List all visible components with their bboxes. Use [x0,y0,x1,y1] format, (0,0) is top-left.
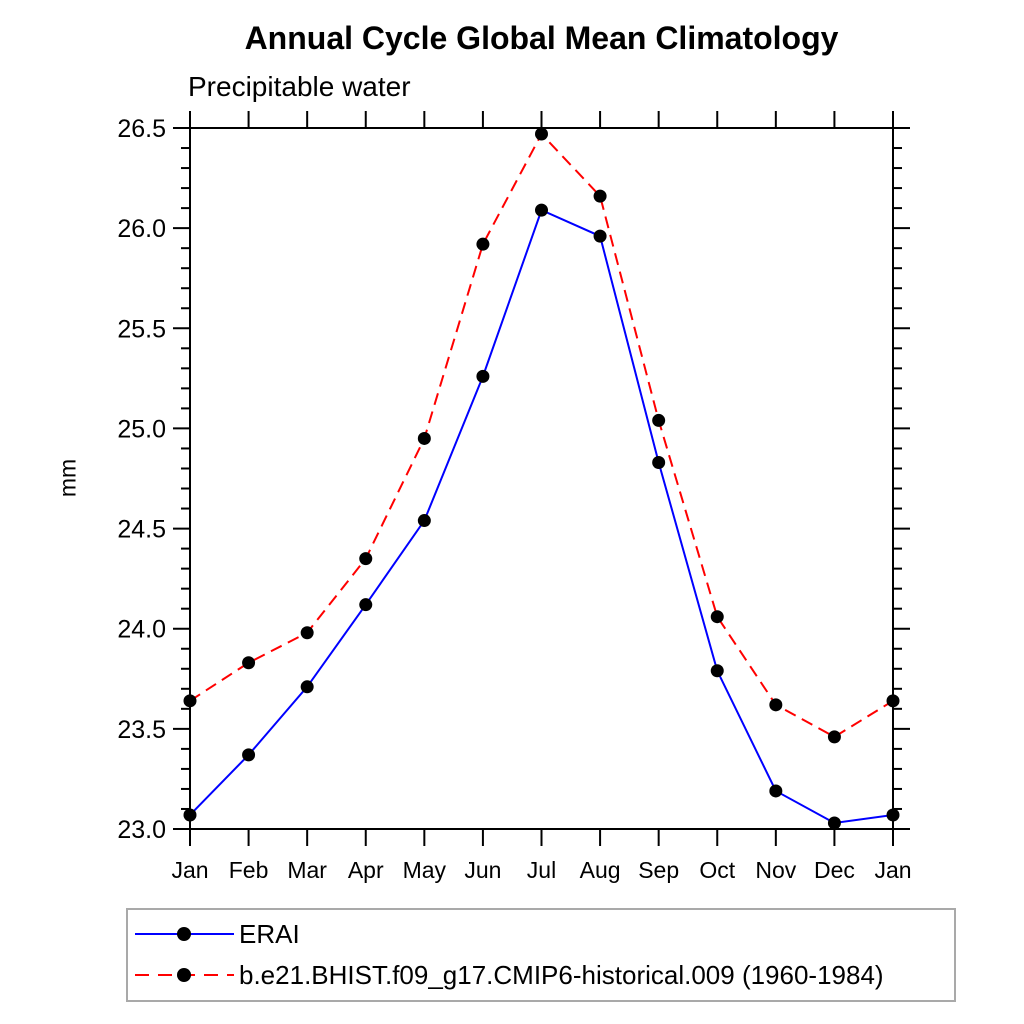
data-point-marker [242,656,256,670]
data-point-marker [535,127,548,141]
x-tick-label: Nov [755,857,796,883]
y-tick-label: 26.5 [117,115,166,143]
data-point-marker [300,680,314,694]
data-point-marker [183,694,197,708]
legend-label-erai: ERAI [239,918,300,949]
data-point-marker [652,455,666,469]
data-point-marker [535,203,548,217]
x-tick-label: Apr [348,857,384,883]
data-point-marker [769,784,783,798]
x-tick-label: Aug [580,857,621,883]
x-tick-label: Dec [814,857,855,883]
x-tick-label: Jun [464,857,501,883]
x-tick-label: Sep [638,857,679,883]
data-point-marker [417,431,431,445]
y-tick-label: 25.0 [117,415,166,443]
y-tick-label: 23.5 [117,716,166,744]
legend-label-model: b.e21.BHIST.f09_g17.CMIP6-historical.009… [239,959,884,990]
x-tick-label: Jul [527,857,556,883]
legend-item-erai: ERAI [132,918,300,949]
y-tick-label: 24.0 [117,616,166,644]
data-point-marker [242,748,256,762]
data-point-marker [476,237,490,251]
data-point-marker [300,626,314,640]
series-line-model [189,132,894,739]
erai-swatch-marker [177,927,191,941]
x-tick-label: May [403,857,447,883]
axis-frame [189,127,894,830]
data-point-marker [417,514,431,528]
legend: ERAI b.e21.BHIST.f09_g17.CMIP6-historica… [126,908,956,1002]
data-point-marker [593,229,607,243]
legend-item-model: b.e21.BHIST.f09_g17.CMIP6-historical.009… [132,959,884,990]
data-point-marker [359,598,373,612]
data-point-marker [183,808,197,822]
data-point-marker [710,610,724,624]
data-point-marker [359,552,373,566]
data-point-marker [769,698,783,712]
data-point-marker [710,664,724,678]
data-point-marker [827,816,841,830]
series-line-erai [189,208,894,825]
erai-solid-line-swatch-icon [135,927,234,941]
x-tick-label: Feb [229,857,269,883]
x-tick-label: Jan [874,857,911,883]
data-point-marker [827,730,841,744]
x-tick-label: Oct [699,857,735,883]
data-point-marker [476,369,490,383]
model-swatch-marker [177,968,191,982]
y-tick-label: 25.5 [117,315,166,343]
data-point-marker [886,808,900,822]
y-tick-label: 24.5 [117,516,166,544]
y-tick-label: 26.0 [117,215,166,243]
chart-subtitle: Precipitable water [188,71,411,102]
data-point-marker [886,694,900,708]
x-tick-label: Mar [287,857,327,883]
x-tick-label: Jan [171,857,208,883]
y-tick-label: 23.0 [117,816,166,844]
data-point-marker [593,189,607,203]
data-point-marker [652,413,666,427]
model-dashed-line-swatch-icon [135,968,234,982]
chart-title: Annual Cycle Global Mean Climatology [244,20,839,56]
